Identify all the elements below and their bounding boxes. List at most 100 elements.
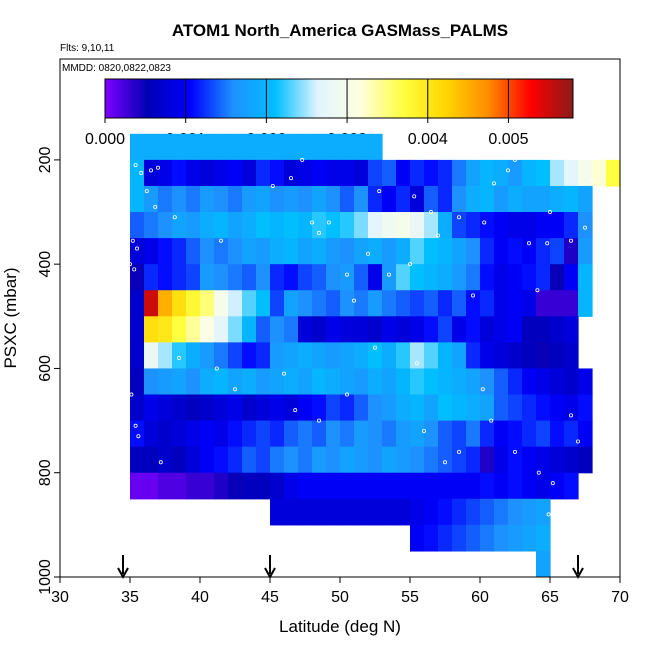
heatmap-cell	[494, 368, 509, 396]
heatmap-cell	[396, 185, 411, 213]
heatmap-cell	[508, 264, 523, 291]
heatmap-cell	[480, 290, 495, 317]
heatmap-cell	[354, 342, 369, 370]
heatmap-cell	[186, 212, 201, 239]
heatmap-cell	[466, 212, 481, 239]
sample-point	[127, 262, 132, 267]
sample-point	[546, 512, 551, 517]
heatmap-cell	[312, 159, 327, 187]
heatmap-cell	[452, 264, 467, 291]
sample-point	[527, 241, 532, 246]
sample-point	[470, 293, 475, 298]
heatmap-cell	[340, 498, 355, 526]
sample-point	[270, 183, 275, 188]
heatmap-cell	[410, 472, 425, 500]
sample-point	[214, 366, 219, 371]
heatmap-cell	[130, 368, 145, 396]
heatmap-cell	[466, 264, 481, 291]
heatmap-cell	[424, 159, 439, 187]
heatmap-cell	[564, 446, 579, 474]
flight-markers	[117, 555, 584, 580]
heatmap-cell	[424, 264, 439, 291]
heatmap-cell	[396, 212, 411, 239]
heatmap-cell	[354, 212, 369, 239]
heatmap-cell	[438, 394, 453, 422]
heatmap-cell	[452, 524, 467, 552]
heatmap-cell	[242, 212, 257, 239]
sample-point	[300, 157, 305, 162]
sample-point	[435, 233, 440, 238]
heatmap-cell	[382, 342, 397, 370]
heatmap-cell	[508, 342, 523, 370]
heatmap-cell	[130, 264, 145, 291]
heatmap-cell	[172, 472, 187, 500]
x-tick-label: 30	[51, 589, 69, 606]
heatmap-cell	[424, 342, 439, 370]
heatmap-cell	[452, 368, 467, 396]
heatmap-cell	[522, 238, 537, 265]
x-axis: 30 35 40 45 50 55 60 65 70	[51, 577, 629, 606]
heatmap-cell	[298, 342, 313, 370]
sample-point	[281, 371, 286, 376]
heatmap-cell	[536, 342, 551, 370]
heatmap-cell	[242, 290, 257, 317]
flight-marker-head	[572, 567, 584, 580]
heatmap-cell	[312, 446, 327, 474]
heatmap-cell	[312, 316, 327, 343]
heatmap-cell	[410, 290, 425, 317]
heatmap-cell	[452, 316, 467, 343]
heatmap-cell	[438, 185, 453, 213]
heatmap-cell	[452, 472, 467, 500]
heatmap-cell	[410, 185, 425, 213]
heatmap-cell	[256, 185, 271, 213]
heatmap-cell	[270, 238, 285, 265]
heatmap-cell	[466, 472, 481, 500]
heatmap-cell	[550, 159, 565, 187]
heatmap-cell	[382, 472, 397, 500]
heatmap-cell	[522, 212, 537, 239]
sample-point	[134, 246, 139, 251]
heatmap-cell	[438, 368, 453, 396]
x-tick-label: 65	[541, 589, 559, 606]
heatmap-cell	[396, 420, 411, 448]
heatmap-cell	[270, 133, 285, 161]
heatmap-cell	[284, 159, 299, 187]
heatmap-cell	[256, 264, 271, 291]
heatmap-cell	[298, 212, 313, 239]
heatmap-cell	[130, 159, 145, 187]
heatmap-cell	[144, 446, 159, 474]
heatmap-cell	[494, 342, 509, 370]
heatmap-cell	[424, 368, 439, 396]
flight-marker-head	[264, 567, 276, 580]
heatmap-cell	[326, 290, 341, 317]
heatmap-cell	[354, 394, 369, 422]
heatmap-cell	[354, 159, 369, 187]
heatmap-cell	[312, 420, 327, 448]
heatmap-cell	[438, 342, 453, 370]
heatmap-cell	[144, 290, 159, 317]
heatmap-cell	[270, 368, 285, 396]
heatmap-cell	[340, 472, 355, 500]
heatmap-cell	[340, 290, 355, 317]
heatmap-cell	[214, 342, 229, 370]
heatmap-cell	[214, 394, 229, 422]
sample-point	[344, 392, 349, 397]
heatmap-cell	[158, 238, 173, 265]
heatmap-cell	[214, 290, 229, 317]
heatmap-cell	[564, 316, 579, 343]
heatmap-cell	[340, 394, 355, 422]
heatmap-cell	[158, 472, 173, 500]
sample-point	[351, 298, 356, 303]
heatmap-cell	[578, 368, 593, 396]
heatmap-cell	[270, 498, 285, 526]
chart-title: ATOM1 North_America GASMass_PALMS	[172, 21, 508, 40]
heatmap-cell	[438, 290, 453, 317]
heatmap-cell	[508, 185, 523, 213]
heatmap-cell	[578, 394, 593, 422]
heatmap-cell	[550, 212, 565, 239]
heatmap-cell	[200, 159, 215, 187]
heatmap-cell	[368, 290, 383, 317]
heatmap-cell	[214, 133, 229, 161]
heatmap-cell	[172, 264, 187, 291]
heatmap-cell	[340, 212, 355, 239]
